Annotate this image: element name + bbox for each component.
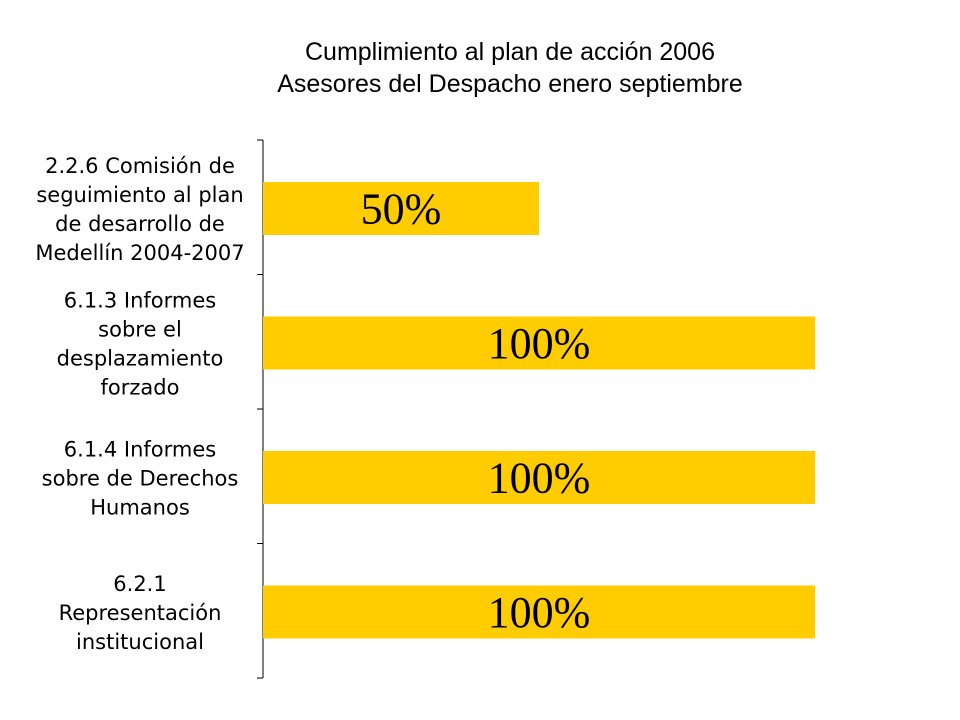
bar [263,451,815,504]
bar [263,585,815,639]
data-label: 100% [488,588,591,637]
category-label: 6.1.3 Informes sobre el desplazamiento forz… [57,288,224,399]
bar [263,316,815,370]
chart-title-line: Cumplimiento al plan de acción 2006 [305,38,715,66]
category-label-line: forzado [101,375,180,399]
category-label-line: Humanos [90,495,190,519]
category-label: 6.1.4 Informes sobre de Derechos Humanos [42,437,239,519]
category-label-line: sobre de Derechos [42,466,239,490]
category-label-line: seguimiento al plan [36,183,243,207]
category-label-line: 6.1.4 Informes [64,437,216,461]
category-label-line: 6.2.1 [113,572,166,596]
category-label-line: sobre el [98,317,182,341]
category-label-line: Medellín 2004-2007 [35,241,244,265]
chart-subtitle-line: Asesores del Despacho enero septiembre [277,70,743,98]
category-label-line: Representación [59,601,222,625]
category-label: 6.2.1 Representación institucional [59,572,222,654]
category-label-line: 2.2.6 Comisión de [45,154,235,178]
data-label: 50% [361,185,442,234]
category-label-line: 6.1.3 Informes [64,288,216,312]
category-label: 2.2.6 Comisión de seguimiento al plan de d… [35,154,244,265]
category-label-line: institucional [76,630,204,654]
data-label: 100% [488,319,591,368]
category-label-line: desplazamiento [57,346,224,370]
chart-title: Cumplimiento al plan de acción 2006 Ases… [0,36,960,100]
bar [263,182,539,235]
category-label-line: de desarrollo de [55,212,225,236]
data-label: 100% [488,454,591,503]
